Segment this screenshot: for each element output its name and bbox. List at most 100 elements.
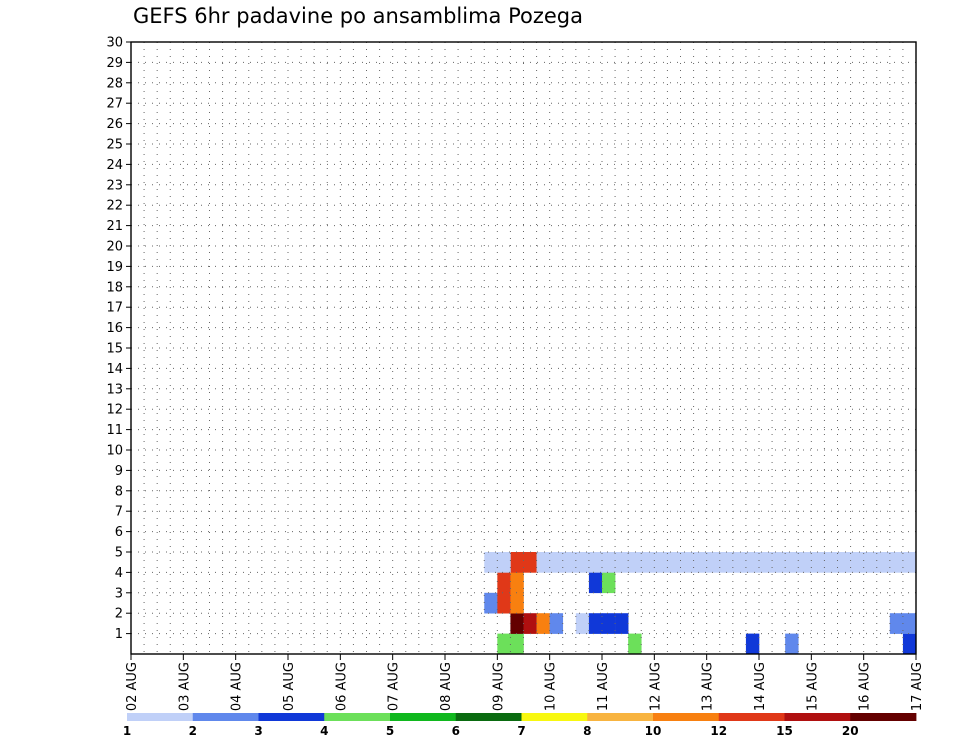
heatmap-cell xyxy=(706,552,721,573)
heatmap-cell xyxy=(510,592,524,614)
y-tick-label: 29 xyxy=(106,56,123,71)
heatmap-cell xyxy=(902,552,917,573)
heatmap-cell xyxy=(536,613,550,634)
x-tick-label: 15 AUG xyxy=(805,662,820,711)
y-tick-label: 25 xyxy=(106,138,123,153)
heatmap-cell xyxy=(575,552,590,573)
heatmap-cell xyxy=(680,552,694,573)
y-tick-label: 30 xyxy=(106,36,123,51)
legend-swatch xyxy=(127,713,194,721)
y-tick-label: 23 xyxy=(106,178,123,193)
legend-label: 15 xyxy=(776,724,793,738)
heatmap-cell xyxy=(536,552,550,573)
heatmap-cell xyxy=(602,552,616,573)
chart-title: GEFS 6hr padavine po ansamblima Pozega xyxy=(133,4,584,28)
x-tick-label: 08 AUG xyxy=(439,662,454,711)
x-tick-label: 03 AUG xyxy=(177,662,192,711)
y-tick-label: 13 xyxy=(106,382,123,397)
heatmap-cell xyxy=(549,552,564,573)
heatmap-cell xyxy=(615,552,629,573)
heatmap-cell xyxy=(497,592,511,614)
heatmap-cell xyxy=(602,613,616,634)
y-tick-label: 10 xyxy=(106,444,123,459)
heatmap-cell xyxy=(497,633,511,655)
heatmap-cell xyxy=(798,552,812,573)
heatmap-cell xyxy=(523,613,537,634)
legend-label: 3 xyxy=(254,724,262,738)
heatmap-cell xyxy=(876,552,891,573)
legend-swatch xyxy=(258,713,325,721)
x-tick-label: 05 AUG xyxy=(282,662,297,711)
heatmap-cell xyxy=(588,613,603,634)
legend-label: 12 xyxy=(710,724,727,738)
heatmap-cell xyxy=(785,633,799,655)
legend-layer: 1 2 3 4 5 6 7 8 10 12 15 20 xyxy=(123,713,917,738)
heatmap-cell xyxy=(850,552,864,573)
heatmap-cell xyxy=(889,552,904,573)
legend-label: 5 xyxy=(386,724,394,738)
cells-layer xyxy=(484,552,917,655)
heatmap-cell xyxy=(497,572,511,594)
legend-swatch xyxy=(653,713,720,721)
heatmap-cell xyxy=(902,613,917,634)
legend-swatch xyxy=(521,713,588,721)
heatmap-cell xyxy=(811,552,825,573)
legend-label: 4 xyxy=(320,724,328,738)
heatmap-cell xyxy=(602,572,616,594)
heatmap-cell xyxy=(732,552,747,573)
y-tick-label: 12 xyxy=(106,403,123,418)
heatmap-cell xyxy=(497,552,511,573)
y-tick-label: 26 xyxy=(106,117,123,132)
heatmap-cell xyxy=(863,552,878,573)
heatmap-cell xyxy=(745,633,760,655)
y-tick-label: 8 xyxy=(115,484,123,499)
legend-label: 7 xyxy=(517,724,525,738)
heatmap-cell xyxy=(772,552,786,573)
y-tick-label: 5 xyxy=(115,546,123,561)
heatmap-cell xyxy=(785,552,799,573)
y-tick-label: 14 xyxy=(106,362,123,377)
axes-layer: 1234567891011121314151617181920212223242… xyxy=(106,36,925,712)
x-tick-label: 02 AUG xyxy=(125,662,140,711)
heatmap-cell xyxy=(654,552,668,573)
x-tick-label: 13 AUG xyxy=(701,662,716,711)
heatmap-cell xyxy=(588,552,603,573)
heatmap-cell xyxy=(759,552,773,573)
legend-swatch xyxy=(390,713,457,721)
heatmap-cell xyxy=(510,572,524,594)
y-tick-label: 21 xyxy=(106,219,123,234)
heatmap-cell xyxy=(628,633,642,655)
y-tick-label: 11 xyxy=(106,423,123,438)
y-tick-label: 9 xyxy=(115,464,123,479)
legend-swatch xyxy=(718,713,785,721)
heatmap-cell xyxy=(628,552,642,573)
legend-label: 20 xyxy=(842,724,859,738)
y-tick-label: 16 xyxy=(106,321,123,336)
heatmap-cell xyxy=(510,552,524,573)
y-tick-label: 24 xyxy=(106,158,123,173)
y-tick-label: 20 xyxy=(106,240,123,255)
y-tick-label: 17 xyxy=(106,301,123,316)
legend-label: 8 xyxy=(583,724,591,738)
y-tick-label: 18 xyxy=(106,280,123,295)
y-tick-label: 4 xyxy=(115,566,123,581)
y-tick-label: 15 xyxy=(106,342,123,357)
y-tick-label: 2 xyxy=(115,607,123,622)
y-tick-label: 7 xyxy=(115,505,123,520)
heatmap-cell xyxy=(824,552,838,573)
y-tick-label: 1 xyxy=(115,627,123,642)
y-tick-label: 6 xyxy=(115,525,123,540)
x-tick-label: 04 AUG xyxy=(230,662,245,711)
legend-swatch xyxy=(784,713,851,721)
y-tick-label: 27 xyxy=(106,97,123,112)
heatmap-cell xyxy=(889,613,904,634)
heatmap-cell xyxy=(562,552,577,573)
heatmap-cell xyxy=(484,592,498,614)
legend-swatch xyxy=(324,713,391,721)
heatmap-cell xyxy=(693,552,707,573)
y-tick-label: 3 xyxy=(115,586,123,601)
y-tick-label: 22 xyxy=(106,199,123,214)
heatmap-cell xyxy=(588,572,603,594)
y-tick-label: 28 xyxy=(106,76,123,91)
